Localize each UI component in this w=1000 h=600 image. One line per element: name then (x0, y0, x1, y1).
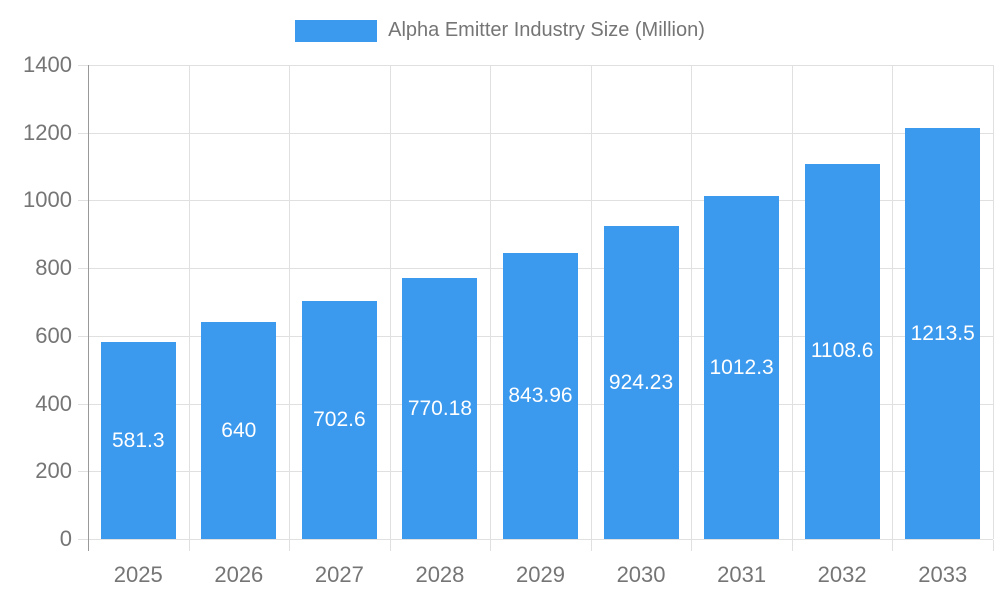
bar-value-label: 1012.3 (709, 355, 774, 379)
bar-value-label: 924.23 (608, 370, 674, 394)
y-tick-label: 1400 (23, 52, 72, 77)
x-gridline (791, 65, 793, 539)
bar-2032: 1108.6 (804, 163, 880, 539)
x-gridline (490, 65, 492, 539)
bar-2031: 1012.3 (704, 196, 780, 539)
x-tick-label: 2031 (717, 562, 767, 587)
y-tick (78, 200, 88, 202)
x-gridline (691, 65, 693, 539)
bar-value-label: 640 (221, 418, 257, 442)
y-gridline (88, 132, 993, 134)
y-tick (78, 335, 88, 337)
y-tick-label: 400 (35, 390, 72, 416)
bar-2025: 581.3 (100, 342, 176, 539)
y-tick-label: 1000 (23, 187, 72, 213)
y-tick (78, 471, 88, 473)
x-tick-label: 2032 (817, 562, 867, 587)
x-tick-label: 2026 (214, 562, 264, 587)
x-tick (993, 540, 994, 551)
x-tick-label: 2025 (113, 562, 163, 587)
y-tick (78, 539, 88, 540)
x-tick (188, 540, 190, 551)
x-gridline (590, 65, 592, 539)
y-gridline (88, 200, 993, 202)
legend-swatch-icon (295, 19, 378, 42)
x-gridline (389, 65, 391, 539)
bar-2033: 1213.5 (905, 128, 981, 539)
y-tick-label: 200 (35, 458, 72, 484)
y-tick-label: 800 (35, 255, 72, 281)
x-tick-label: 2027 (314, 562, 364, 587)
bar-2026: 640 (201, 322, 277, 539)
x-tick (892, 540, 894, 551)
bar-value-label: 581.3 (111, 428, 165, 452)
y-tick (78, 132, 88, 134)
y-gridline (88, 65, 993, 66)
bar-value-label: 702.6 (313, 408, 366, 432)
legend-label: Alpha Emitter Industry Size (Million) (388, 19, 705, 41)
plot-area: 581.3 640 702.6 770.18 843.96 924.23 1012.3 110… (88, 65, 994, 540)
bar-value-label: 770.18 (407, 396, 473, 420)
bar-2028: 770.18 (402, 278, 478, 539)
bar-value-label: 1108.6 (810, 339, 874, 363)
y-tick-label: 0 (59, 526, 72, 551)
x-tick (289, 540, 291, 551)
legend-item[interactable]: Alpha Emitter Industry Size (Million) (295, 19, 705, 42)
y-tick-label: 600 (35, 322, 72, 348)
y-axis-line (88, 65, 89, 551)
y-gridline (88, 539, 993, 540)
x-gridline (993, 65, 994, 539)
y-tick (78, 65, 88, 66)
x-gridline (289, 65, 291, 539)
bar-2030: 924.23 (603, 226, 679, 539)
y-tick (78, 268, 88, 270)
x-tick (691, 540, 693, 551)
x-tick-label: 2029 (516, 562, 565, 587)
bar-2029: 843.96 (503, 253, 578, 539)
y-tick-label: 1200 (23, 119, 72, 145)
x-gridline (188, 65, 190, 539)
x-tick-label: 2028 (415, 562, 465, 587)
bar-value-label: 843.96 (508, 384, 573, 408)
x-tick (791, 540, 793, 551)
bar-2027: 702.6 (301, 301, 377, 539)
x-tick (389, 540, 391, 551)
x-tick-label: 2033 (918, 562, 968, 587)
bar-value-label: 1213.5 (910, 321, 975, 345)
x-tick (490, 540, 492, 551)
y-tick (78, 403, 88, 405)
x-tick-label: 2030 (616, 562, 666, 587)
legend: Alpha Emitter Industry Size (Million) (0, 19, 1000, 42)
x-gridline (892, 65, 894, 539)
x-tick (590, 540, 592, 551)
